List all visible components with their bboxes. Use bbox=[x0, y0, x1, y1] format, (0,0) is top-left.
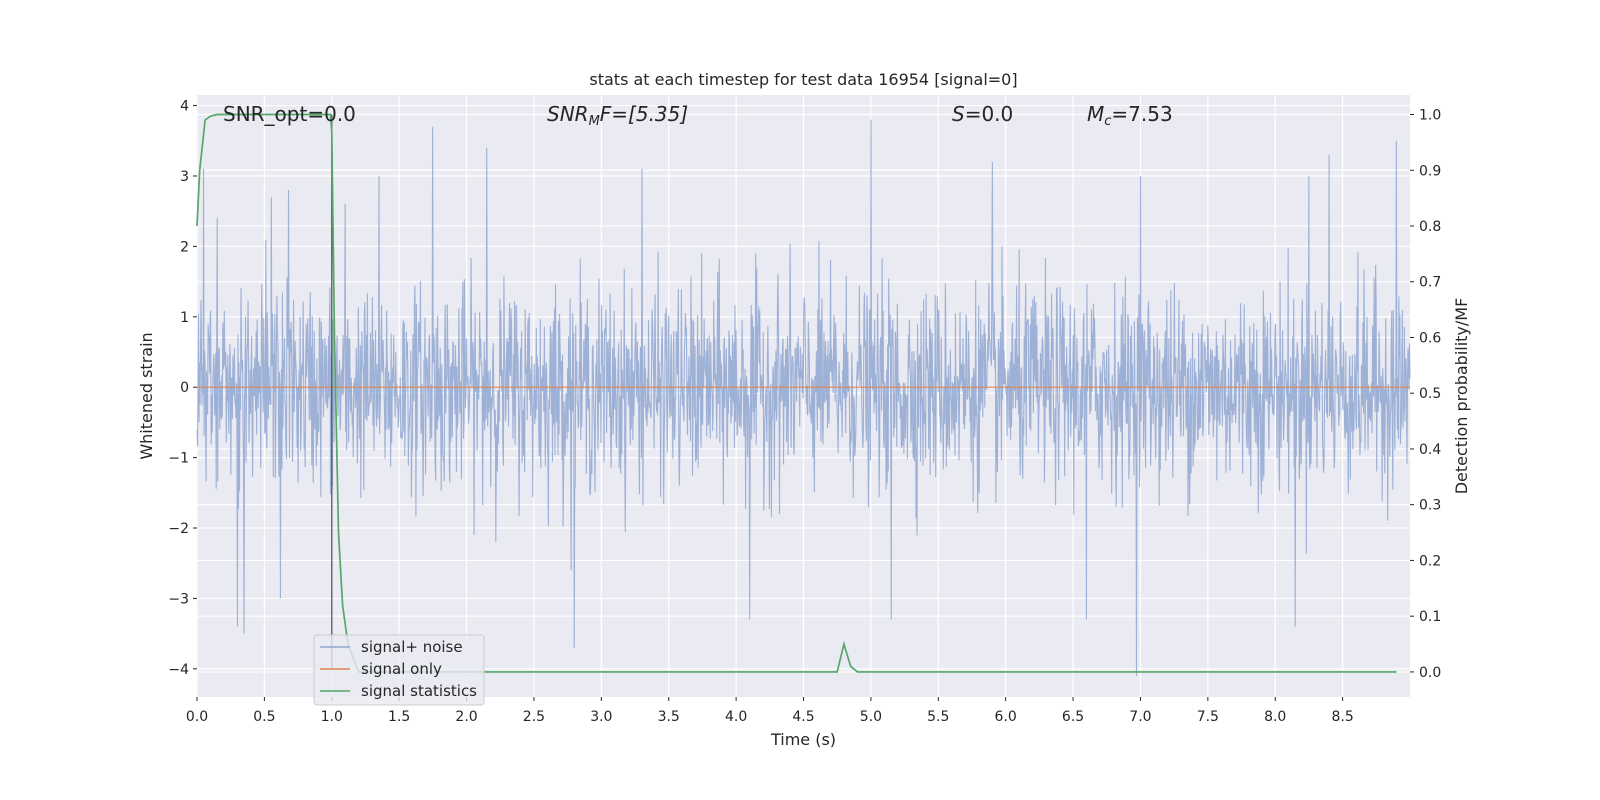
x-tick-label: 8.5 bbox=[1331, 709, 1353, 725]
y-tick-label: −4 bbox=[168, 662, 189, 678]
annotation-s-rest: =0.0 bbox=[965, 102, 1014, 126]
x-tick-label: 3.0 bbox=[590, 709, 612, 725]
annotations: SNR_opt=0.0 SNRMF=[5.35] S=0.0 Mc=7.53 bbox=[223, 102, 1173, 129]
y-tick-label: 1 bbox=[180, 310, 189, 326]
annotation-s: S=0.0 bbox=[952, 102, 1013, 126]
y2-tick-label: 0.5 bbox=[1419, 386, 1441, 402]
annotation-snr-mf: SNRMF=[5.35] bbox=[547, 102, 688, 129]
legend-label-signal-only: signal only bbox=[361, 660, 442, 678]
x-tick-label: 1.5 bbox=[388, 709, 410, 725]
y-tick-label: 4 bbox=[180, 99, 189, 115]
y2-tick-label: 0.1 bbox=[1419, 609, 1441, 625]
y-axis-label: Whitened strain bbox=[137, 332, 156, 459]
annotation-mc-main: M bbox=[1087, 102, 1104, 126]
annotation-snr-mf-rest: F=[5.35] bbox=[600, 102, 688, 126]
x-tick-label: 6.5 bbox=[1062, 709, 1084, 725]
legend-label-signal-plus-noise: signal+ noise bbox=[361, 638, 463, 656]
y-tick-label: −3 bbox=[168, 591, 189, 607]
tick-labels: 0.0 0.5 1.0 1.5 2.0 2.5 3.0 3.5 4.0 4.5 5.0 5.5 6.0 6… bbox=[168, 99, 1441, 725]
signal-plus-noise-line bbox=[196, 119, 1411, 676]
x-tick-label: 0.0 bbox=[186, 709, 208, 725]
y2-tick-label: 0.3 bbox=[1419, 498, 1441, 514]
x-tick-label: 2.5 bbox=[523, 709, 545, 725]
legend: signal+ noise signal only signal statist… bbox=[313, 634, 485, 706]
y-tick-label: 2 bbox=[180, 239, 189, 255]
legend-label-signal-statistics: signal statistics bbox=[361, 682, 477, 700]
x-axis-label: Time (s) bbox=[770, 730, 836, 749]
x-tick-label: 5.5 bbox=[927, 709, 949, 725]
y2-axis-label: Detection probability/MF bbox=[1452, 298, 1471, 495]
y2-tick-label: 1.0 bbox=[1419, 108, 1441, 124]
x-tick-label: 1.0 bbox=[321, 709, 343, 725]
x-tick-label: 3.5 bbox=[658, 709, 680, 725]
x-tick-label: 7.5 bbox=[1197, 709, 1219, 725]
y2-tick-label: 0.0 bbox=[1419, 665, 1441, 681]
chart-title: stats at each timestep for test data 169… bbox=[589, 70, 1017, 89]
annotation-s-italic: S bbox=[952, 102, 965, 126]
x-tick-label: 2.0 bbox=[455, 709, 477, 725]
annotation-mc-sub: c bbox=[1104, 114, 1111, 129]
y-tick-label: 3 bbox=[180, 169, 189, 185]
y2-tick-label: 0.4 bbox=[1419, 442, 1441, 458]
y-tick-label: −2 bbox=[168, 521, 189, 537]
y2-tick-label: 0.8 bbox=[1419, 219, 1441, 235]
y2-tick-label: 0.6 bbox=[1419, 330, 1441, 346]
y2-tick-label: 0.7 bbox=[1419, 275, 1441, 291]
x-tick-label: 4.0 bbox=[725, 709, 747, 725]
x-tick-label: 5.0 bbox=[860, 709, 882, 725]
annotation-snr-opt: SNR_opt=0.0 bbox=[223, 102, 356, 126]
x-tick-label: 4.5 bbox=[792, 709, 814, 725]
signal-plus-noise-series bbox=[196, 119, 1411, 676]
y-tick-label: −1 bbox=[168, 451, 189, 467]
annotation-mc: Mc=7.53 bbox=[1087, 102, 1173, 129]
x-tick-label: 8.0 bbox=[1264, 709, 1286, 725]
y-tick-label: 0 bbox=[180, 380, 189, 396]
x-tick-label: 7.0 bbox=[1129, 709, 1151, 725]
x-tick-label: 0.5 bbox=[253, 709, 275, 725]
y2-tick-label: 0.2 bbox=[1419, 553, 1441, 569]
y2-tick-label: 0.9 bbox=[1419, 163, 1441, 179]
annotation-snr-mf-main: SNR bbox=[547, 102, 589, 126]
legend-box bbox=[313, 634, 485, 706]
annotation-snr-mf-sub: M bbox=[589, 114, 600, 129]
x-tick-label: 6.0 bbox=[995, 709, 1017, 725]
annotation-mc-rest: =7.53 bbox=[1111, 102, 1172, 126]
